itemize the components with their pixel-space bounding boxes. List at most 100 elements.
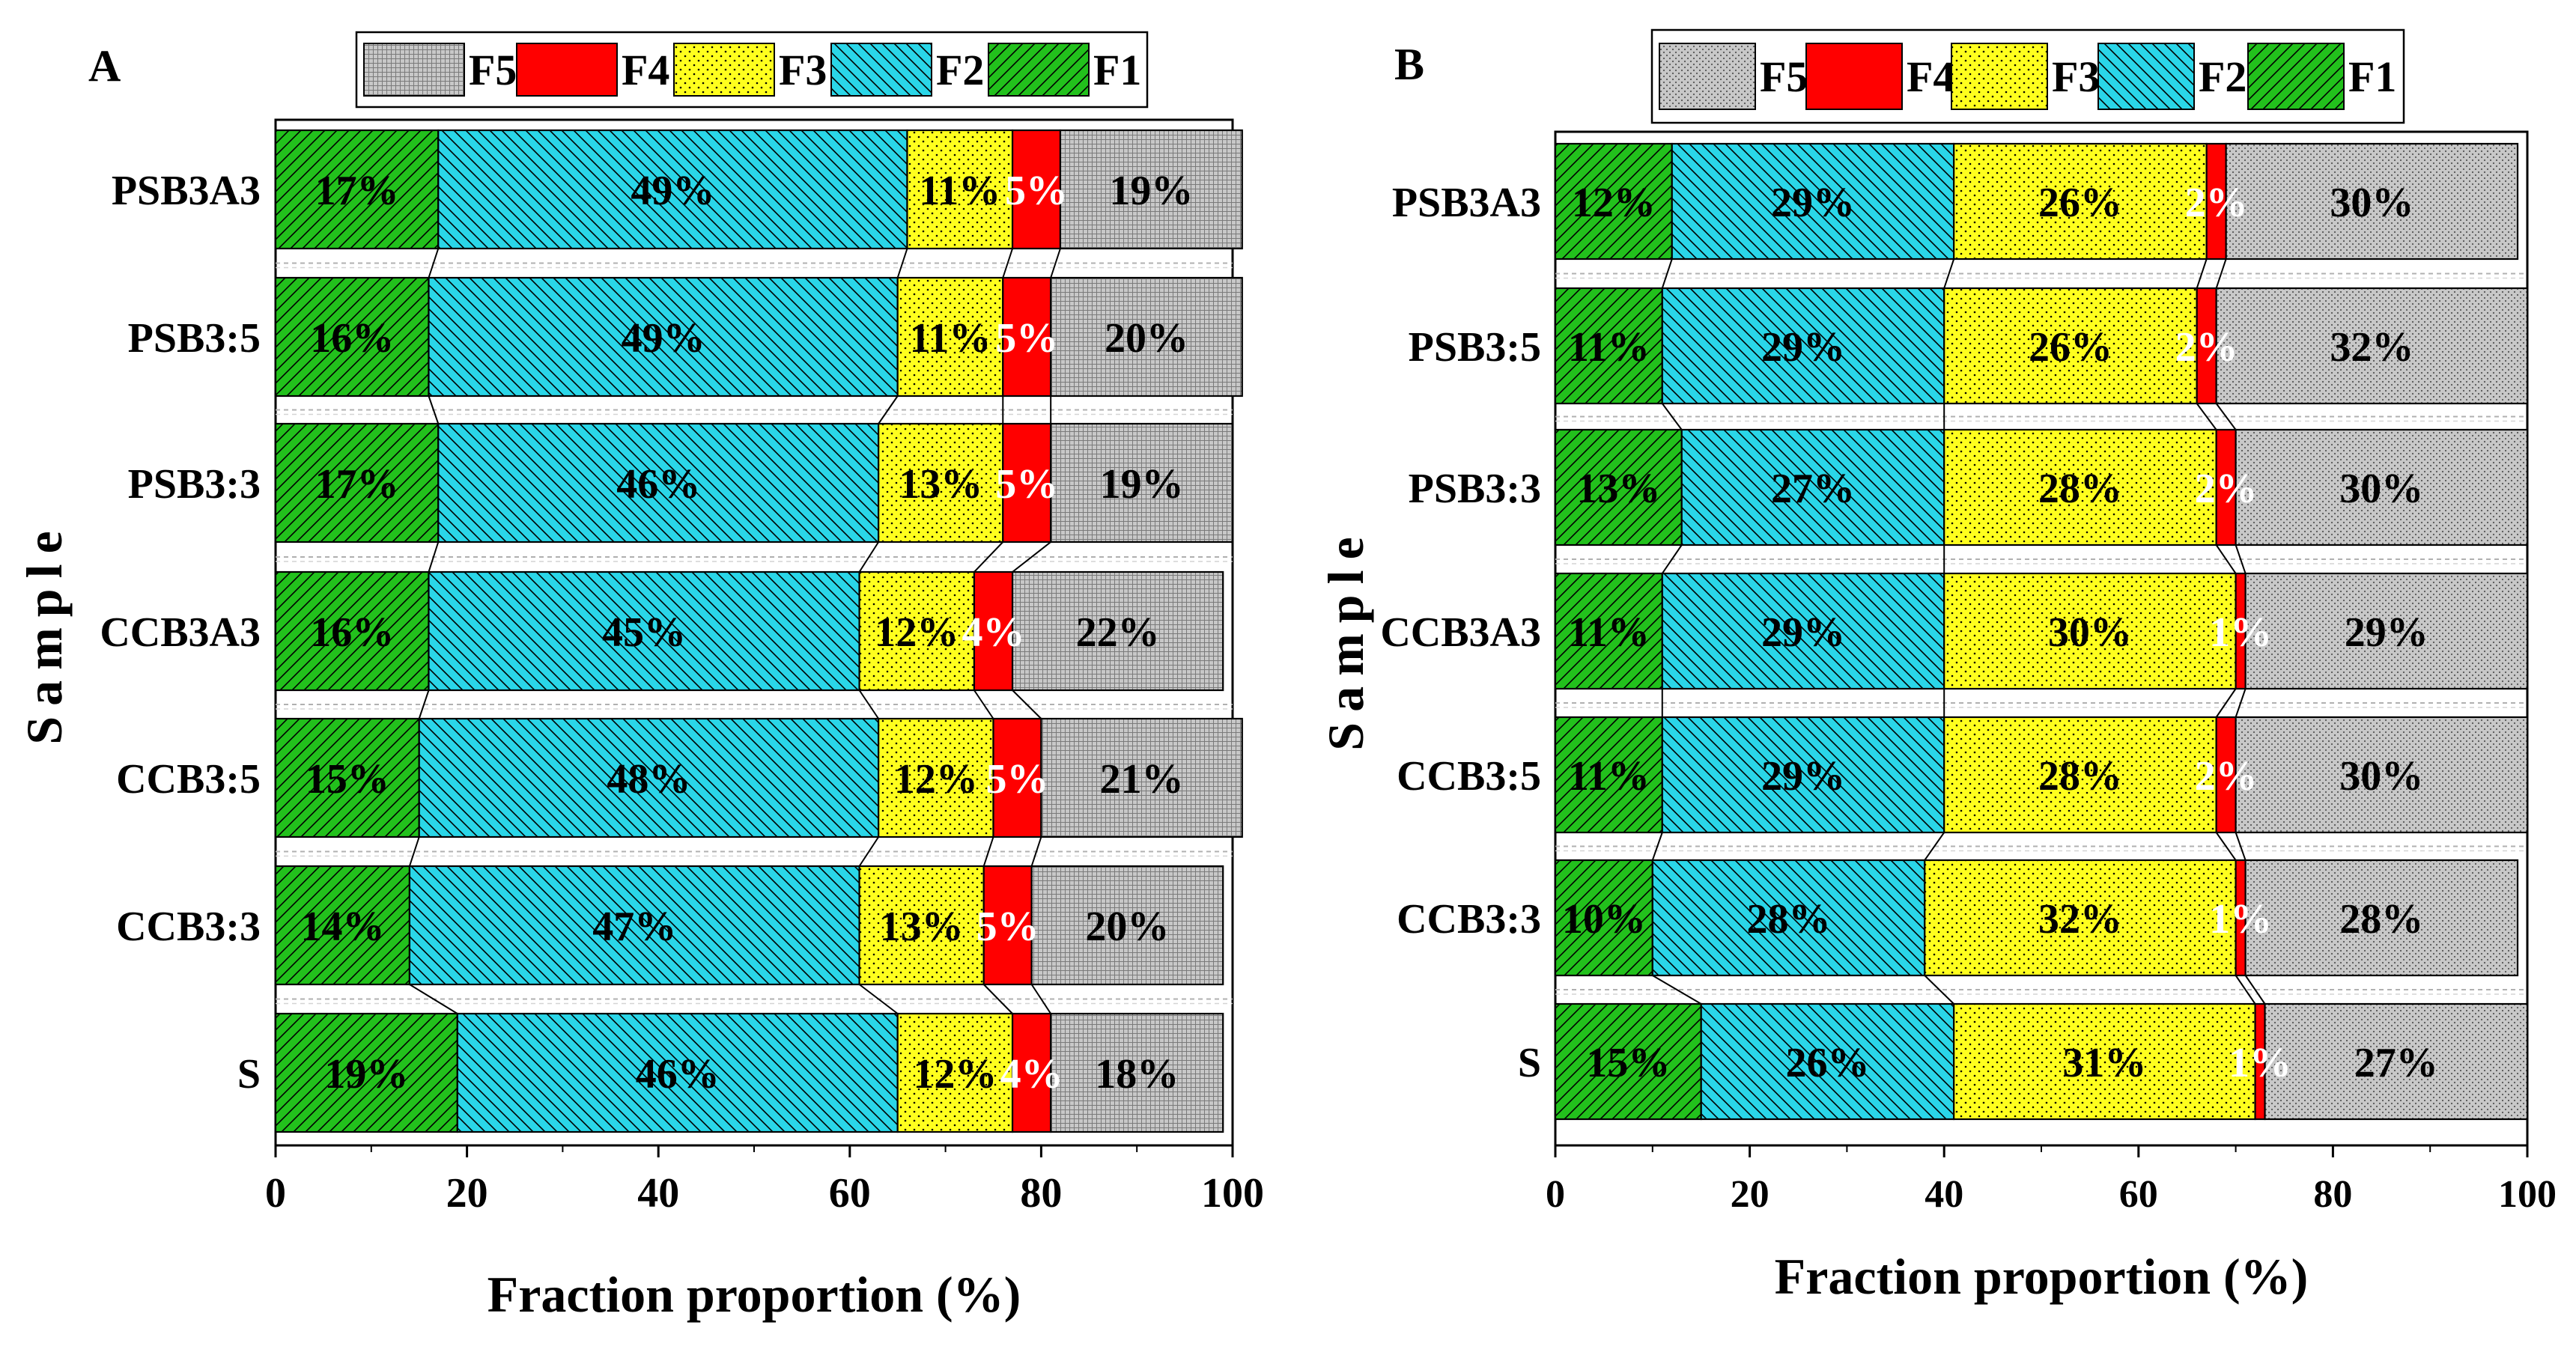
data-label: 1% [2209, 609, 2272, 656]
data-label: 45% [602, 609, 686, 656]
data-label: 12% [875, 609, 959, 656]
connector-line [428, 395, 440, 424]
data-label: 11% [919, 168, 1000, 214]
bar-segment-f1 [1554, 142, 1673, 261]
legend-label: F1 [2348, 52, 2396, 101]
x-axis-label: Fraction proportion (%) [487, 1266, 1021, 1323]
connector-line [1652, 975, 1702, 1005]
bar-segment-f2 [1661, 287, 1945, 405]
x-tick-label: 60 [2119, 1173, 2158, 1216]
data-label: 5% [1005, 168, 1068, 214]
connector-line [982, 836, 994, 867]
bar-segment-f1 [274, 717, 420, 838]
data-label: 17% [315, 461, 399, 508]
connector-line [1012, 689, 1042, 719]
data-label: 12% [1572, 180, 1656, 226]
bar-segment-f3 [1943, 428, 2217, 546]
legend-swatch-f2 [830, 43, 932, 97]
bar-segment-f2 [1680, 428, 1945, 546]
x-tick-label: 40 [637, 1170, 679, 1217]
data-label: 5% [995, 315, 1058, 362]
legend-swatch-f2 [2097, 43, 2195, 110]
data-label: 11% [1568, 324, 1650, 371]
x-tick-label: 80 [1020, 1170, 1062, 1217]
connector-line [973, 541, 1004, 573]
x-tick-label: 20 [1731, 1173, 1770, 1216]
connector-line [1924, 975, 1954, 1005]
bar-segment-f3 [1943, 716, 2217, 834]
data-label: 5% [995, 461, 1058, 508]
data-label: 2% [2175, 324, 2238, 371]
legend-label: F4 [622, 46, 669, 94]
bar-segment-f3 [1953, 142, 2208, 261]
bar-segment-f1 [1554, 859, 1653, 977]
bar-segment-f5 [1040, 717, 1243, 838]
data-label: 27% [2354, 1040, 2438, 1086]
bar-segment-f4 [1011, 1012, 1052, 1133]
data-label: 19% [1109, 168, 1193, 214]
connector-line [418, 689, 430, 719]
data-label: 2% [2185, 180, 2248, 226]
bar-segment-f3 [878, 422, 1004, 544]
data-label: 2% [2195, 753, 2258, 800]
x-tick-label: 40 [1925, 1173, 1963, 1216]
connector-line [2196, 258, 2208, 289]
legend: F5 F4 F3 F2 F1 [355, 31, 1149, 109]
data-label: 46% [636, 1051, 720, 1097]
bar-segment-f1 [1554, 428, 1683, 546]
data-label: 11% [1568, 609, 1650, 656]
data-label: 21% [1100, 756, 1184, 803]
data-label: 11% [910, 315, 991, 362]
data-label: 49% [631, 168, 714, 214]
legend-swatch-f1 [2247, 43, 2345, 110]
bar-segment-f1 [274, 1012, 458, 1133]
legend-swatch-f4 [1805, 43, 1903, 110]
x-axis-label: Fraction proportion (%) [1775, 1248, 2309, 1305]
connector-line [973, 689, 994, 719]
legend-swatch-f5 [363, 43, 465, 97]
legend-label: F2 [2199, 52, 2247, 101]
data-label: 30% [2330, 180, 2414, 226]
panel-A: A17% 49% 11% 5% 19%16% 49% 11% 5% 20%17% 46% 13% 5%… [16, 31, 1264, 1323]
bar-segment-f5 [2244, 859, 2519, 977]
bar-segment-f3 [896, 276, 1004, 398]
data-label: 15% [306, 756, 389, 803]
connector-line [1661, 258, 1673, 289]
category-label: CCB3:3 [116, 904, 261, 950]
category-label: S [1518, 1040, 1541, 1086]
connector-line [2235, 688, 2247, 718]
data-label: 32% [2038, 896, 2122, 943]
data-label: 10% [1562, 896, 1646, 943]
data-label: 17% [315, 168, 399, 214]
category-label: PSB3:5 [1409, 324, 1541, 371]
data-label: 11% [1568, 753, 1650, 800]
bar-segment-f2 [456, 1012, 899, 1133]
connector-line [428, 541, 440, 573]
data-label: 29% [2345, 609, 2428, 656]
legend-label: F3 [779, 46, 827, 94]
connector-line [1030, 984, 1052, 1014]
connector-line [1030, 836, 1042, 867]
category-label: PSB3A3 [112, 168, 261, 214]
bar-segment-f4 [2205, 142, 2227, 261]
panel-label: A [88, 41, 121, 91]
bar-segment-f1 [274, 422, 440, 544]
data-label: 16% [310, 609, 394, 656]
x-tick-label: 100 [1201, 1170, 1264, 1217]
connector-line [2235, 975, 2256, 1005]
data-label: 32% [2330, 324, 2414, 371]
bar-segment-f5 [1011, 570, 1224, 692]
bar-segment-f1 [1554, 572, 1663, 690]
connector-line [1050, 248, 1061, 278]
bar-segment-f5 [1050, 276, 1243, 398]
data-label: 16% [310, 315, 394, 362]
connector-line [2215, 258, 2227, 289]
connector-line [858, 836, 879, 867]
data-label: 28% [2339, 896, 2423, 943]
connector-line [1943, 258, 1955, 289]
category-label: S [237, 1051, 261, 1097]
data-label: 14% [300, 904, 384, 950]
data-label: 12% [894, 756, 978, 803]
connector-line [1002, 248, 1014, 278]
bar-segment-f2 [1661, 716, 1945, 834]
